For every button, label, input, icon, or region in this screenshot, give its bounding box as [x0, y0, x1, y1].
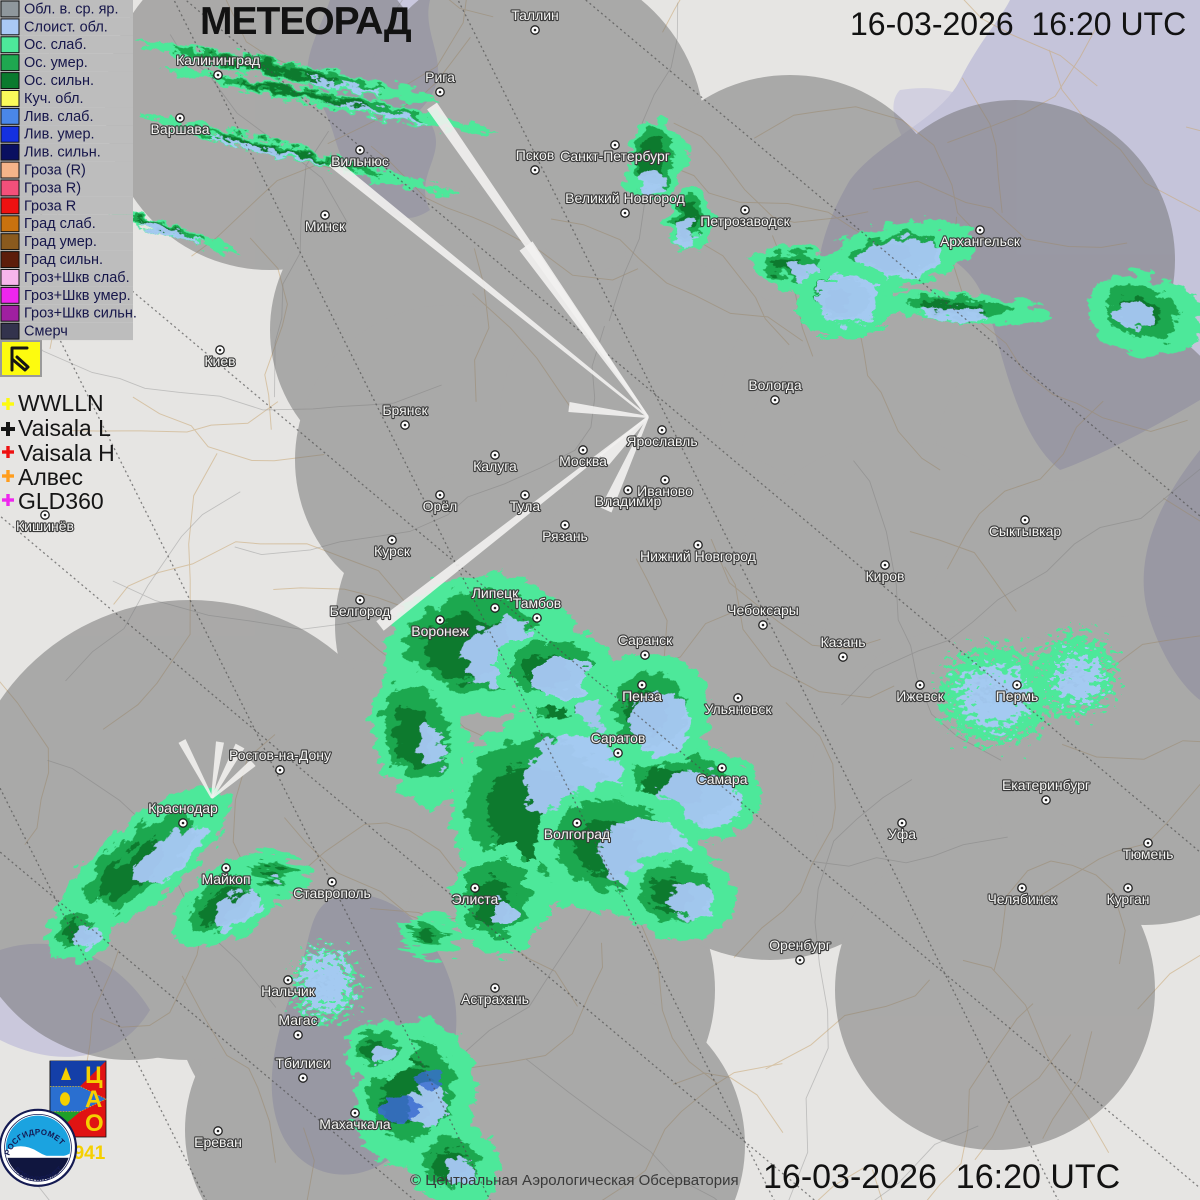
svg-text:Ижевск: Ижевск — [896, 688, 944, 704]
svg-text:Рязань: Рязань — [542, 528, 588, 544]
svg-text:Волгоград: Волгоград — [544, 826, 610, 842]
svg-text:Гроза (R): Гроза (R) — [24, 163, 86, 179]
svg-text:Обл. в. ср. яр.: Обл. в. ср. яр. — [24, 1, 119, 17]
svg-text:Лив. слаб.: Лив. слаб. — [24, 109, 93, 125]
svg-text:О: О — [85, 1110, 104, 1137]
svg-text:Таллин: Таллин — [511, 7, 559, 23]
svg-text:Гроз+Шкв умер.: Гроз+Шкв умер. — [24, 288, 131, 304]
svg-text:Москва: Москва — [559, 453, 607, 469]
svg-text:Ос. слаб.: Ос. слаб. — [24, 37, 87, 53]
svg-text:Нальчик: Нальчик — [261, 983, 316, 999]
svg-text:Ос. сильн.: Ос. сильн. — [24, 73, 94, 89]
svg-text:Воронеж: Воронеж — [411, 623, 469, 639]
svg-text:Петрозаводск: Петрозаводск — [700, 213, 790, 229]
svg-text:Элиста: Элиста — [452, 891, 499, 907]
svg-text:Гроз+Шкв слаб.: Гроз+Шкв слаб. — [24, 270, 130, 286]
svg-text:Орёл: Орёл — [423, 498, 458, 514]
svg-text:Самара: Самара — [696, 771, 747, 787]
svg-text:Киев: Киев — [204, 353, 235, 369]
svg-text:Майкоп: Майкоп — [201, 871, 250, 887]
svg-text:Уфа: Уфа — [888, 826, 916, 842]
svg-text:Великий Новгород: Великий Новгород — [565, 190, 685, 206]
svg-text:Град сильн.: Град сильн. — [24, 252, 103, 268]
svg-text:Казань: Казань — [820, 634, 865, 650]
svg-text:Варшава: Варшава — [151, 121, 210, 137]
svg-text:Гроза R: Гроза R — [24, 198, 76, 214]
svg-text:Астрахань: Астрахань — [461, 991, 529, 1007]
svg-text:Махачкала: Махачкала — [319, 1116, 391, 1132]
svg-text:Кишинёв: Кишинёв — [16, 518, 74, 534]
svg-text:Саратов: Саратов — [591, 730, 646, 746]
svg-text:Оренбург: Оренбург — [769, 937, 831, 953]
svg-text:Екатеринбург: Екатеринбург — [1002, 777, 1090, 793]
svg-text:Киров: Киров — [866, 568, 905, 584]
svg-text:Брянск: Брянск — [382, 402, 428, 418]
svg-text:Тбилиси: Тбилиси — [275, 1055, 330, 1071]
svg-text:Пермь: Пермь — [996, 688, 1039, 704]
svg-text:Слоист. обл.: Слоист. обл. — [24, 19, 108, 35]
svg-text:Белгород: Белгород — [330, 603, 391, 619]
svg-text:Алвес: Алвес — [18, 464, 83, 490]
svg-text:Чебоксары: Чебоксары — [727, 602, 799, 618]
svg-text:Лив. умер.: Лив. умер. — [24, 127, 95, 143]
svg-text:Тула: Тула — [510, 498, 541, 514]
svg-text:Смерч: Смерч — [24, 324, 68, 340]
svg-text:Град слаб.: Град слаб. — [24, 216, 96, 232]
svg-text:Сыктывкар: Сыктывкар — [989, 523, 1062, 539]
svg-text:Псков: Псков — [516, 147, 555, 163]
svg-text:Санкт-Петербург: Санкт-Петербург — [560, 148, 670, 164]
svg-text:GLD360: GLD360 — [18, 488, 104, 514]
svg-text:Тамбов: Тамбов — [513, 595, 561, 611]
svg-text:Ярославль: Ярославль — [626, 433, 697, 449]
svg-text:Тюмень: Тюмень — [1123, 846, 1174, 862]
svg-text:Рига: Рига — [425, 69, 455, 85]
svg-text:Ц: Ц — [85, 1062, 103, 1089]
svg-text:Гроза R): Гроза R) — [24, 180, 81, 196]
svg-text:Куч. обл.: Куч. обл. — [24, 91, 84, 107]
svg-text:Ростов-на-Дону: Ростов-на-Дону — [229, 747, 331, 763]
svg-text:Вильнюс: Вильнюс — [331, 153, 389, 169]
svg-text:Магас: Магас — [278, 1012, 317, 1028]
svg-text:Град умер.: Град умер. — [24, 234, 97, 250]
svg-text:Краснодар: Краснодар — [148, 800, 218, 816]
svg-text:Калуга: Калуга — [473, 458, 517, 474]
svg-text:Нижний Новгород: Нижний Новгород — [640, 548, 756, 564]
svg-text:Гроз+Шкв сильн.: Гроз+Шкв сильн. — [24, 306, 137, 322]
svg-text:Саранск: Саранск — [618, 632, 673, 648]
svg-text:Калининград: Калининград — [176, 52, 260, 68]
svg-text:Лив. сильн.: Лив. сильн. — [24, 145, 101, 161]
svg-text:Архангельск: Архангельск — [940, 233, 1021, 249]
svg-text:Курск: Курск — [374, 543, 411, 559]
svg-text:Ульяновск: Ульяновск — [705, 701, 773, 717]
svg-text:А: А — [85, 1086, 102, 1113]
svg-text:Челябинск: Челябинск — [987, 891, 1057, 907]
svg-text:Пенза: Пенза — [622, 688, 662, 704]
svg-text:Владимир: Владимир — [595, 493, 662, 509]
svg-text:Вологда: Вологда — [748, 377, 802, 393]
svg-text:Ос. умер.: Ос. умер. — [24, 55, 88, 71]
svg-text:Минск: Минск — [305, 218, 346, 234]
svg-text:Курган: Курган — [1106, 891, 1149, 907]
svg-text:Ставрополь: Ставрополь — [293, 885, 371, 901]
